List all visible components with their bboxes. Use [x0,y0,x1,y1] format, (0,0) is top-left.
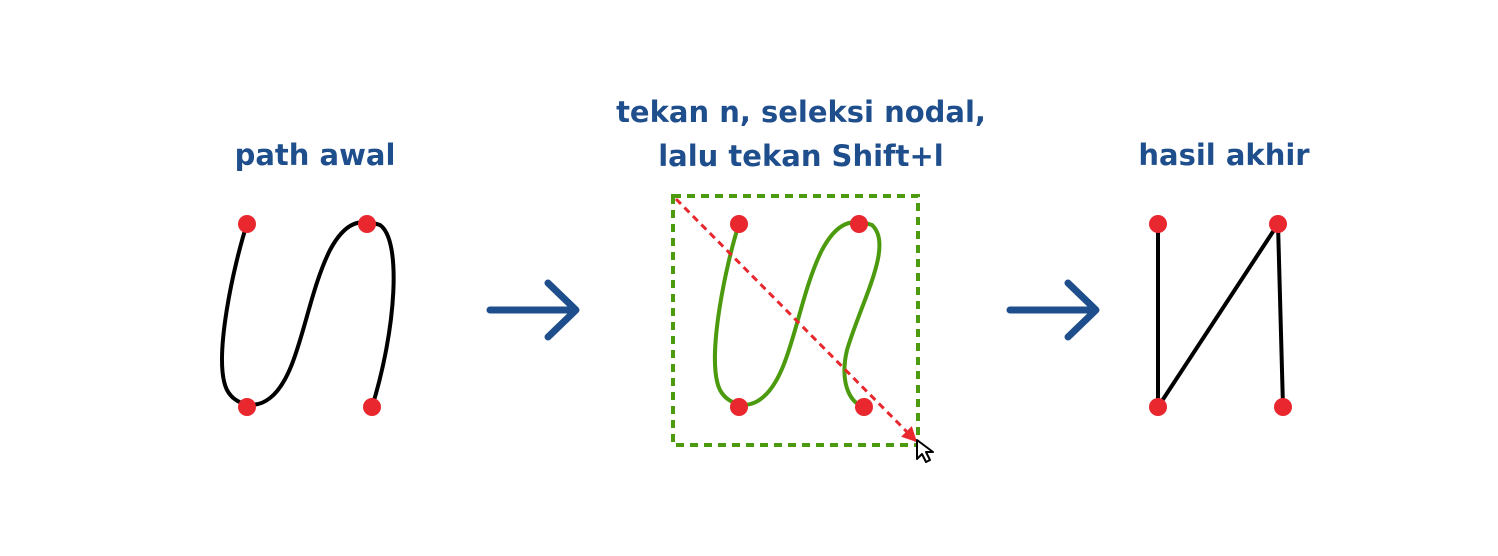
step-title-hasil-akhir: hasil akhir [1074,133,1374,177]
node-point [850,215,868,233]
node-point [1274,398,1292,416]
node-point [855,398,873,416]
step-title-text: path awal [234,138,396,172]
node-point [238,398,256,416]
step-title-path-awal: path awal [165,133,465,177]
node-point [730,398,748,416]
arrow-right-icon [1006,279,1100,341]
step-title-line-2: lalu tekan Shift+l [658,139,944,173]
node-point [1149,215,1167,233]
node-point [1149,398,1167,416]
panel-original-path [220,215,396,416]
node-point [363,398,381,416]
node-point [238,215,256,233]
step-title-text: hasil akhir [1138,138,1310,172]
panel-selection [671,194,934,463]
node-point [730,215,748,233]
arrow-right-icon [486,279,580,341]
node-point [358,215,376,233]
node-point [1269,215,1287,233]
original-curve [220,220,396,409]
panel-result [1149,215,1292,416]
mouse-cursor-icon [916,439,934,463]
step-title-instruction: tekan n, seleksi nodal, lalu tekan Shift… [551,90,1051,178]
selected-curve [712,220,882,409]
selection-box [671,194,920,447]
step-title-line-1: tekan n, seleksi nodal, [616,95,986,129]
drag-line [674,197,918,443]
result-path [1156,222,1285,409]
